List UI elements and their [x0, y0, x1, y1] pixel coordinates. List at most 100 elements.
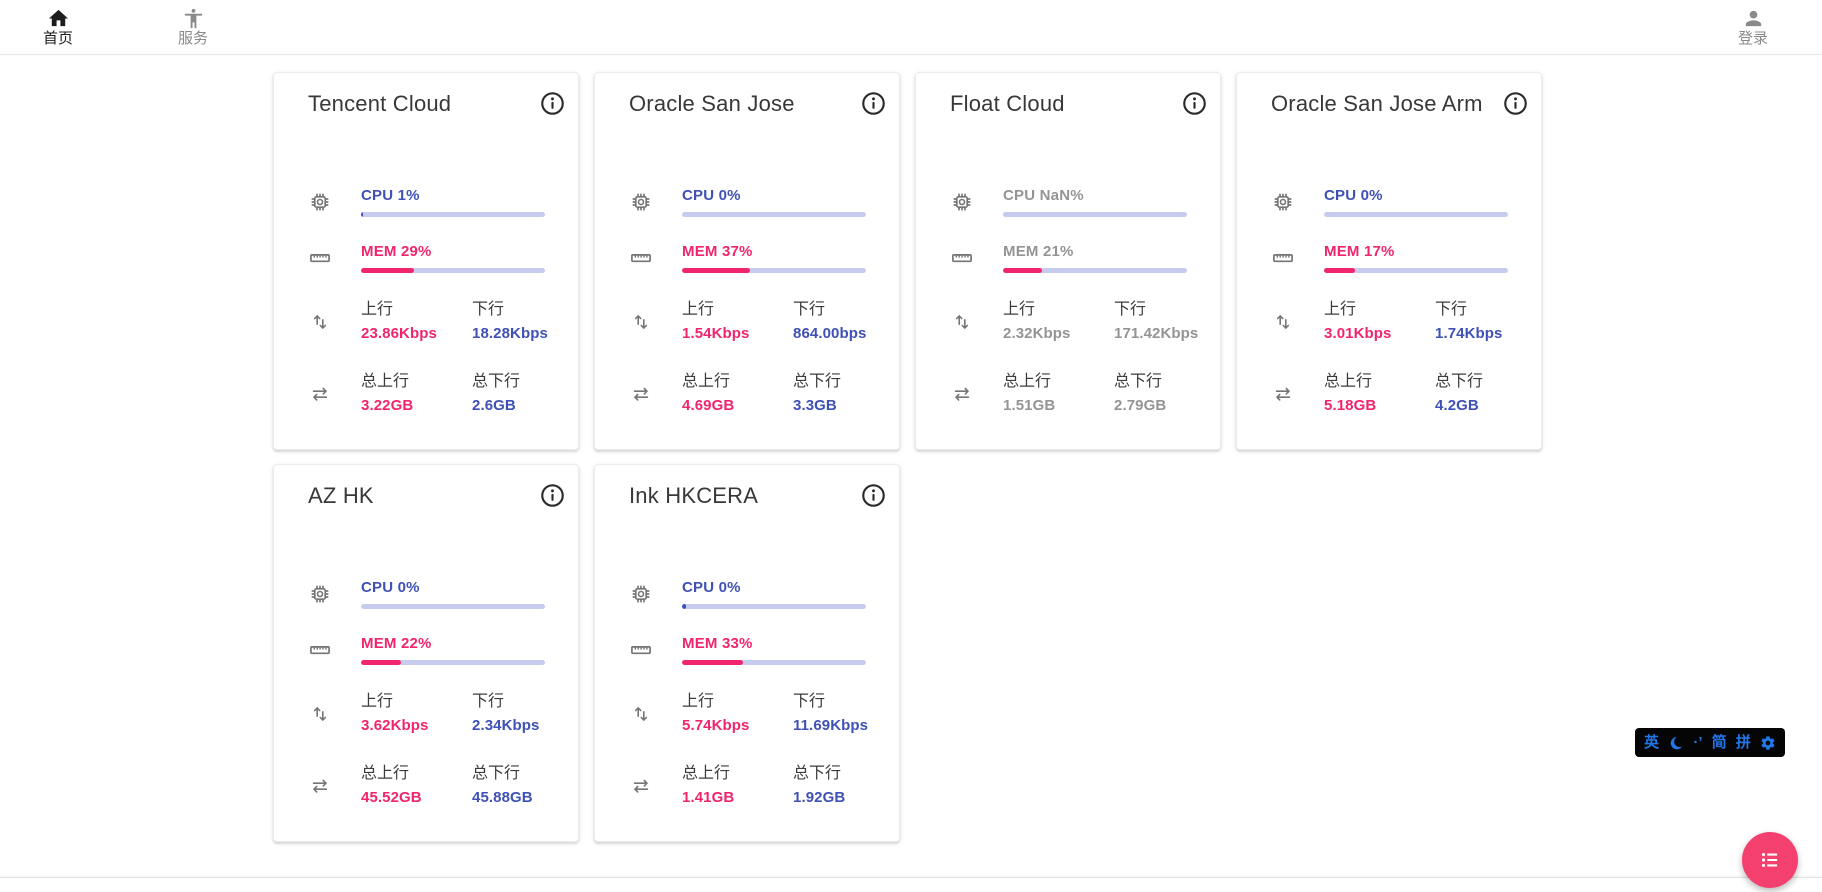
info-button[interactable] [1181, 90, 1208, 117]
server-name: Ink HKCERA [629, 483, 759, 508]
mem-row: MEM 33% [629, 635, 866, 665]
upload-label: 上行 [682, 301, 715, 318]
totals-row: 总上行 4.69GB 总下行 3.3GB [629, 372, 866, 415]
upload-label: 上行 [361, 693, 394, 710]
up-down-arrows-icon [950, 310, 974, 334]
cpu-progress-bar [1003, 212, 1187, 217]
totals-row: 总上行 1.51GB 总下行 2.79GB [950, 372, 1187, 415]
server-card-ink-hkcera: Ink HKCERA CPU 0% MEM 33% [594, 464, 900, 842]
ime-punctuation-button[interactable]: ·’ [1693, 734, 1703, 751]
upload-speed-value: 23.86Kbps [361, 325, 437, 342]
mem-row: MEM 17% [1271, 243, 1508, 273]
mem-row: MEM 21% [950, 243, 1187, 273]
up-down-arrows-icon [308, 310, 332, 334]
total-upload-label: 总上行 [1003, 373, 1052, 390]
download-label: 下行 [1114, 301, 1147, 318]
info-button[interactable] [539, 90, 566, 117]
mem-usage-label: MEM 17% [1324, 243, 1395, 260]
server-card-grid: Tencent Cloud CPU 1% MEM 29% [273, 72, 1542, 842]
total-download-value: 1.92GB [793, 789, 846, 806]
nav-item-services[interactable]: 服务 [165, 7, 221, 47]
totals-row: 总上行 5.18GB 总下行 4.2GB [1271, 372, 1508, 415]
mem-progress-fill [361, 660, 402, 665]
cpu-chip-icon [1271, 190, 1295, 214]
mem-progress-fill [361, 268, 415, 273]
cpu-usage-label: CPU 0% [682, 579, 741, 596]
cpu-row: CPU 0% [629, 579, 866, 609]
download-speed-value: 11.69Kbps [793, 717, 869, 734]
nav-item-login[interactable]: 登录 [1725, 7, 1781, 47]
download-label: 下行 [472, 693, 505, 710]
cpu-chip-icon [629, 582, 653, 606]
mem-row: MEM 29% [308, 243, 545, 273]
total-upload-label: 总上行 [682, 765, 731, 782]
total-upload-value: 1.41GB [682, 789, 735, 806]
cpu-row: CPU 1% [308, 187, 545, 217]
metrics: CPU 0% MEM 33% 上行 5.74Kbps 下行 11.69Kbp [629, 579, 869, 807]
upload-speed-value: 3.01Kbps [1324, 325, 1392, 342]
mem-progress-bar [361, 660, 545, 665]
total-upload-value: 5.18GB [1324, 397, 1377, 414]
download-label: 下行 [793, 301, 826, 318]
mem-progress-fill [682, 268, 751, 273]
up-down-arrows-icon [1271, 310, 1295, 334]
totals-row: 总上行 3.22GB 总下行 2.6GB [308, 372, 545, 415]
info-button[interactable] [539, 482, 566, 509]
up-down-arrows-icon [629, 310, 653, 334]
mem-row: MEM 22% [308, 635, 545, 665]
ruler-icon [308, 638, 332, 662]
cpu-row: CPU 0% [629, 187, 866, 217]
totals-row: 总上行 45.52GB 总下行 45.88GB [308, 764, 545, 807]
server-name: Oracle San Jose Arm [1271, 91, 1483, 116]
speed-row: 上行 2.32Kbps 下行 171.42Kbps [950, 300, 1198, 343]
cpu-usage-label: CPU 0% [361, 579, 420, 596]
total-upload-label: 总上行 [361, 373, 410, 390]
ime-simplified-button[interactable]: 简 [1711, 734, 1727, 751]
ruler-icon [629, 246, 653, 270]
upload-speed-value: 2.32Kbps [1003, 325, 1071, 342]
cpu-usage-label: CPU 1% [361, 187, 420, 204]
cpu-usage-label: CPU 0% [1324, 187, 1383, 204]
gear-icon[interactable] [1760, 735, 1776, 751]
mem-progress-bar [682, 660, 866, 665]
cpu-row: CPU 0% [308, 579, 545, 609]
total-download-label: 总下行 [1114, 373, 1163, 390]
total-upload-label: 总上行 [682, 373, 731, 390]
total-download-value: 2.6GB [472, 397, 516, 414]
info-outline-icon [1181, 90, 1208, 117]
download-speed-value: 864.00bps [793, 325, 867, 342]
total-upload-value: 1.51GB [1003, 397, 1056, 414]
server-name: Tencent Cloud [308, 91, 452, 116]
total-upload-value: 3.22GB [361, 397, 414, 414]
moon-icon[interactable] [1668, 735, 1684, 751]
info-button[interactable] [1502, 90, 1529, 117]
ime-english-mode-button[interactable]: 英 [1644, 734, 1660, 751]
server-card-tencent-cloud: Tencent Cloud CPU 1% MEM 29% [273, 72, 579, 450]
mem-progress-bar [361, 268, 545, 273]
info-button[interactable] [860, 90, 887, 117]
download-speed-value: 18.28Kbps [472, 325, 548, 342]
ime-pinyin-button[interactable]: 拼 [1735, 734, 1751, 751]
swap-horizontal-arrows-icon [308, 382, 332, 406]
mem-usage-label: MEM 21% [1003, 243, 1074, 260]
info-button[interactable] [860, 482, 887, 509]
speed-row: 上行 3.62Kbps 下行 2.34Kbps [308, 692, 545, 735]
swap-horizontal-arrows-icon [1271, 382, 1295, 406]
download-label: 下行 [472, 301, 505, 318]
person-icon [1742, 7, 1765, 30]
server-list-fab[interactable] [1742, 832, 1798, 888]
nav-item-home[interactable]: 首页 [30, 7, 86, 47]
nav-services-label: 服务 [177, 30, 208, 47]
cpu-chip-icon [629, 190, 653, 214]
mem-usage-label: MEM 37% [682, 243, 753, 260]
mem-progress-bar [682, 268, 866, 273]
upload-label: 上行 [1324, 301, 1357, 318]
cpu-progress-bar [1324, 212, 1508, 217]
mem-usage-label: MEM 29% [361, 243, 432, 260]
download-speed-value: 2.34Kbps [472, 717, 540, 734]
server-card-az-hk: AZ HK CPU 0% MEM 22% [273, 464, 579, 842]
cpu-progress-fill [682, 604, 686, 609]
download-label: 下行 [1435, 301, 1468, 318]
total-download-label: 总下行 [1435, 373, 1484, 390]
server-card-oracle-san-jose-arm: Oracle San Jose Arm CPU 0% MEM 17% [1236, 72, 1542, 450]
